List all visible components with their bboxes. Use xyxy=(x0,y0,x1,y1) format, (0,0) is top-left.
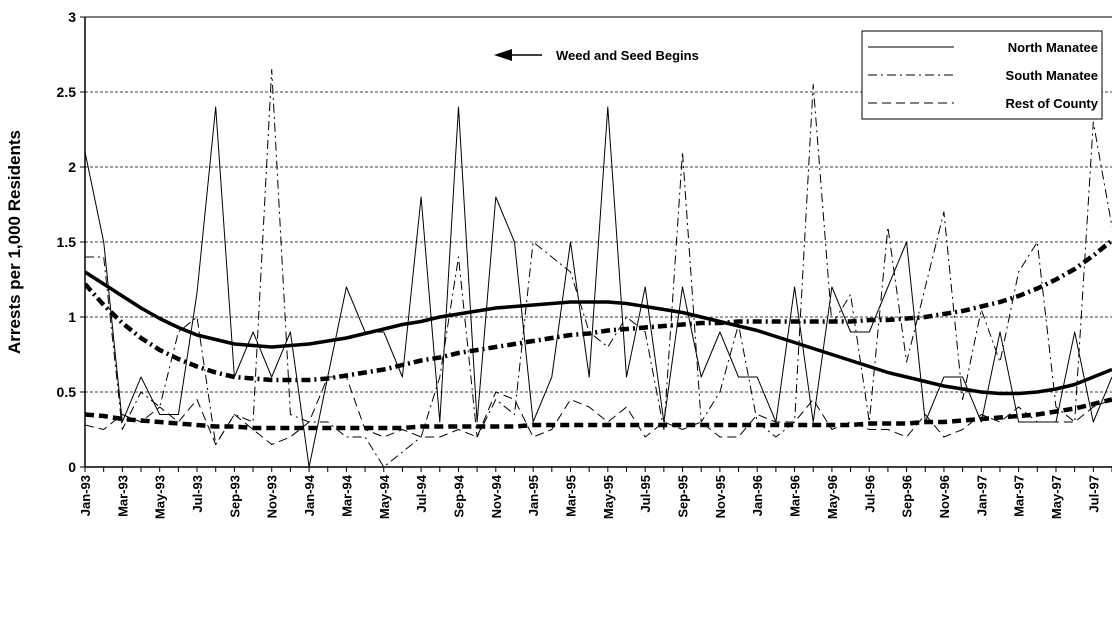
x-tick-label: Sep-96 xyxy=(900,475,915,518)
x-tick-label: Mar-95 xyxy=(563,475,578,517)
annotation: Weed and Seed Begins xyxy=(556,48,699,63)
x-tick-label: Jul-96 xyxy=(862,475,877,513)
y-tick-label: 2 xyxy=(68,159,76,175)
x-tick-label: May-93 xyxy=(153,475,168,519)
x-tick-label: Sep-95 xyxy=(676,475,691,518)
series-line xyxy=(85,376,1112,445)
x-tick-label: Jul-95 xyxy=(638,475,653,513)
x-tick-label: Mar-94 xyxy=(339,474,354,517)
series-line xyxy=(85,238,1112,383)
legend-label: Rest of County xyxy=(1006,96,1099,111)
plot-area xyxy=(85,69,1112,468)
x-tick-label: May-96 xyxy=(825,475,840,519)
series-line xyxy=(85,397,1112,431)
y-tick-label: 0 xyxy=(68,459,76,475)
y-tick-label: 3 xyxy=(68,9,76,25)
x-tick-label: Nov-96 xyxy=(937,475,952,518)
x-tick-label: May-97 xyxy=(1049,475,1064,519)
x-tick-label: Nov-95 xyxy=(713,475,728,518)
y-tick-label: 1.5 xyxy=(57,234,77,250)
x-tick-label: May-94 xyxy=(377,474,392,519)
x-tick-label: Jul-93 xyxy=(190,475,205,513)
y-tick-label: 0.5 xyxy=(57,384,77,400)
x-tick-label: Mar-93 xyxy=(115,475,130,517)
legend-label: South Manatee xyxy=(1006,68,1098,83)
y-tick-label: 2.5 xyxy=(57,84,77,100)
x-tick-label: Jul-97 xyxy=(1086,475,1101,513)
x-tick-label: Mar-96 xyxy=(788,475,803,517)
x-tick-label: Jan-95 xyxy=(526,475,541,516)
x-tick-label: Jan-93 xyxy=(78,475,93,516)
x-tick-label: Jul-94 xyxy=(414,474,429,512)
x-tick-label: Mar-97 xyxy=(1012,475,1027,517)
x-tick-label: Sep-94 xyxy=(451,474,466,517)
x-tick-label: Jan-97 xyxy=(974,475,989,516)
series-line xyxy=(85,106,1112,468)
x-tick-label: Nov-94 xyxy=(489,474,504,518)
y-tick-label: 1 xyxy=(68,309,76,325)
legend-label: North Manatee xyxy=(1008,40,1098,55)
annotation-arrow xyxy=(494,49,542,61)
y-axis-label: Arrests per 1,000 Residents xyxy=(5,130,24,354)
x-tick-label: Jan-96 xyxy=(750,475,765,516)
x-tick-label: May-95 xyxy=(601,475,616,519)
series-line xyxy=(85,69,1112,468)
series-line xyxy=(85,270,1112,396)
x-tick-label: Jan-94 xyxy=(302,474,317,516)
x-tick-label: Nov-93 xyxy=(265,475,280,518)
x-tick-label: Sep-93 xyxy=(227,475,242,518)
